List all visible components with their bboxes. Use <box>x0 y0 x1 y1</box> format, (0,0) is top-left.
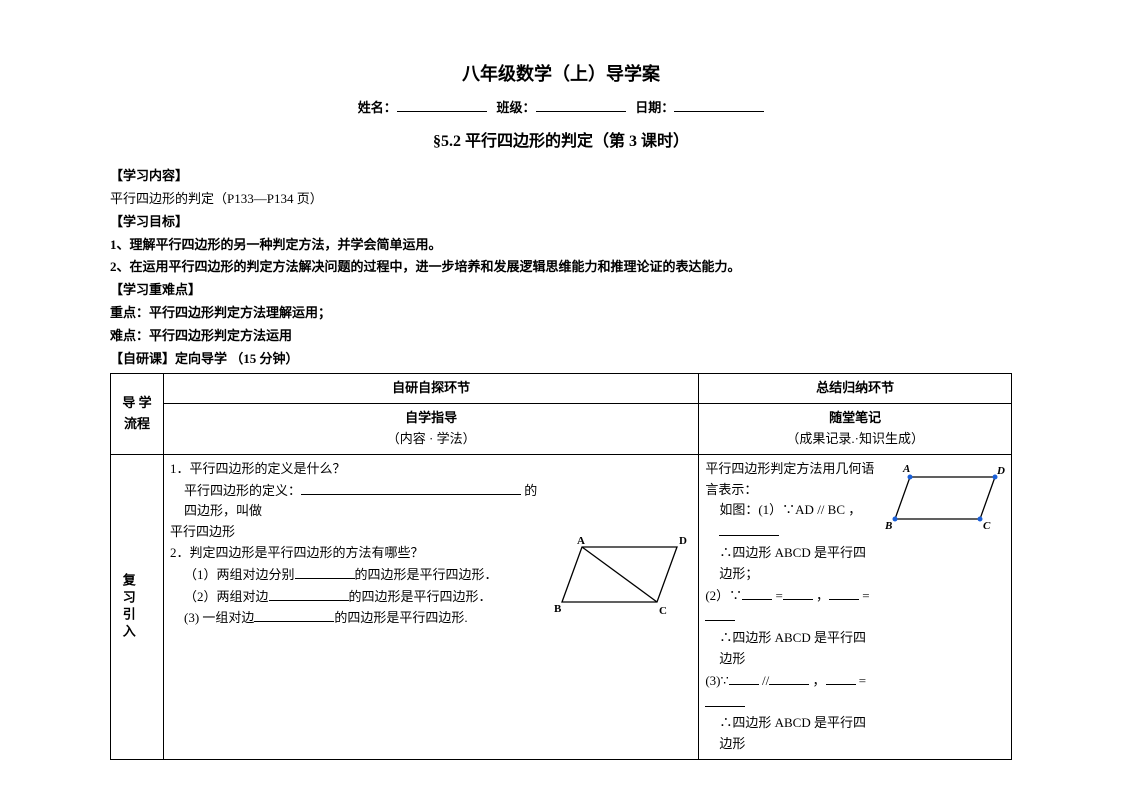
l7: (3) 一组对边的四边形是平行四边形. <box>170 607 544 629</box>
subtitle: §5.2 平行四边形的判定（第 3 课时） <box>110 129 1012 155</box>
r4: (2）∵ = ， = <box>705 585 877 629</box>
col3-header: 总结归纳环节 <box>699 374 1012 404</box>
section-goal-label: 【学习目标】 <box>110 212 1012 233</box>
col1-header: 导 学 流程 <box>111 374 164 454</box>
parallelogram-1: A D B C <box>552 532 692 629</box>
r1: 平行四边形判定方法用几何语言表示： <box>705 459 877 501</box>
name-label: 姓名： <box>358 100 397 115</box>
svg-text:C: C <box>983 520 991 532</box>
col2-header: 自研自探环节 <box>164 374 699 404</box>
r2: 如图：(1）∵AD // BC ， <box>705 500 877 543</box>
svg-text:D: D <box>996 465 1005 477</box>
l5: （1）两组对边分别的四边形是平行四边形． <box>170 564 544 586</box>
l4: 2．判定四边形是平行四边形的方法有哪些？ <box>170 543 544 564</box>
date-label: 日期： <box>635 100 674 115</box>
left-cell: 1．平行四边形的定义是什么？ 平行四边形的定义： 的四边形，叫做 平行四边形 2… <box>164 454 699 759</box>
svg-text:B: B <box>554 603 562 615</box>
r7: ∴四边形 ABCD 是平行四边形 <box>705 713 877 755</box>
r3: ∴四边形 ABCD 是平行四边形； <box>705 543 877 585</box>
goal-1: 1、理解平行四边形的另一种判定方法，并学会简单运用。 <box>110 235 1012 256</box>
keypoint-2: 难点：平行四边形判定方法运用 <box>110 326 1012 347</box>
l2: 平行四边形的定义： 的四边形，叫做 <box>170 480 544 523</box>
svg-text:D: D <box>679 535 687 547</box>
row-label-cell: 复习引入 <box>111 454 164 759</box>
main-table: 导 学 流程 自研自探环节 总结归纳环节 自学指导 （内容 · 学法） 随堂笔记… <box>110 373 1012 760</box>
r6: (3)∵ // ， = <box>705 670 877 714</box>
class-label: 班级： <box>496 100 535 115</box>
row-label: 复习引入 <box>117 459 138 755</box>
col3-sub: 随堂笔记 （成果记录.·知识生成） <box>699 404 1012 455</box>
selfstudy-label: 【自研课】定向导学 （15 分钟） <box>110 349 1012 370</box>
class-blank <box>536 97 626 112</box>
svg-text:C: C <box>659 605 667 617</box>
l1: 1．平行四边形的定义是什么？ <box>170 459 544 480</box>
col2-sub: 自学指导 （内容 · 学法） <box>164 404 699 455</box>
section-keypoint-label: 【学习重难点】 <box>110 280 1012 301</box>
date-blank <box>674 97 764 112</box>
parallelogram-2: A D B C <box>885 459 1005 755</box>
section-content-text: 平行四边形的判定（P133—P134 页） <box>110 189 1012 210</box>
svg-text:A: A <box>902 463 910 475</box>
r5: ∴四边形 ABCD 是平行四边形 <box>705 628 877 670</box>
name-blank <box>397 97 487 112</box>
page-title: 八年级数学（上）导学案 <box>110 60 1012 89</box>
info-line: 姓名： 班级： 日期： <box>110 97 1012 119</box>
right-cell: 平行四边形判定方法用几何语言表示： 如图：(1）∵AD // BC ， ∴四边形… <box>699 454 1012 759</box>
l6: （2）两组对边的四边形是平行四边形． <box>170 586 544 608</box>
keypoint-1: 重点：平行四边形判定方法理解运用； <box>110 303 1012 324</box>
svg-text:A: A <box>577 535 585 547</box>
goal-2: 2、在运用平行四边形的判定方法解决问题的过程中，进一步培养和发展逻辑思维能力和推… <box>110 257 1012 278</box>
svg-text:B: B <box>885 520 892 532</box>
l3: 平行四边形 <box>170 522 544 543</box>
section-content-label: 【学习内容】 <box>110 166 1012 187</box>
